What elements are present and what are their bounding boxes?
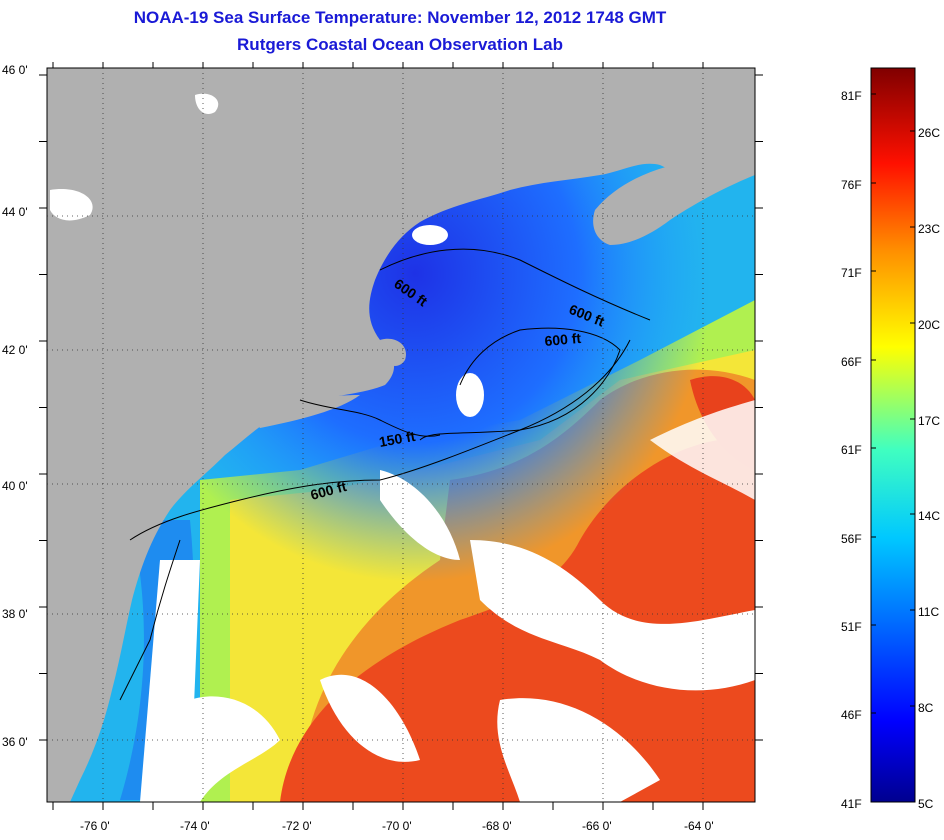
lon-tick-label: -72 0' [282,819,312,833]
longitude-axis: -76 0' -74 0' -72 0' -70 0' -68 0' -66 0… [80,819,714,833]
colorbar-f-label: 81F [841,89,862,103]
colorbar-f-label: 56F [841,532,862,546]
land-mass [47,68,755,802]
lat-tick-label: 46 0' [2,63,28,77]
contour-label: 150 ft [378,428,417,450]
lake [50,189,93,221]
lat-tick-label: 40 0' [2,479,28,493]
lon-tick-label: -74 0' [180,819,210,833]
map-subtitle: Rutgers Coastal Ocean Observation Lab [237,35,563,54]
colorbar-c-label: 8C [918,701,934,715]
lon-tick-label: -68 0' [482,819,512,833]
contour-georges [419,327,621,441]
colorbar: 81F 76F 71F 66F 61F 56F 51F 46F 41F 26C … [841,67,940,811]
lon-tick-label: -64 0' [684,819,714,833]
contour-600ft-gom [379,248,651,321]
colorbar-c-label: 11C [918,605,939,619]
colorbar-f-label: 41F [841,797,862,811]
georges-bank-cloud [456,373,484,417]
colorbar-f-label: 46F [841,708,862,722]
contour-150ft [299,399,441,437]
lat-tick-label: 44 0' [2,205,28,219]
cloud-mask [497,698,660,802]
cloud-patch [412,225,448,245]
cloud-mask [470,540,755,691]
lon-tick-label: -66 0' [582,819,612,833]
latitude-axis: 46 0' 44 0' 42 0' 40 0' 38 0' 36 0' [2,63,28,749]
lat-tick-label: 42 0' [2,343,28,357]
colorbar-c-label: 20C [918,318,940,332]
lake [195,93,219,115]
contour-label: 600 ft [544,330,582,349]
nova-scotia [593,150,755,245]
lat-tick-label: 36 0' [2,735,28,749]
map-frame [39,62,763,810]
colorbar-gradient [870,67,916,803]
colorbar-c-label: 17C [918,414,940,428]
map-imagery [47,68,755,802]
cloud-mask [180,696,280,802]
colorbar-f-label: 71F [841,266,862,280]
colorbar-c-label: 26C [918,126,940,140]
colorbar-f-label: 76F [841,178,862,192]
cloud-mask [380,470,460,560]
lon-tick-label: -70 0' [382,819,412,833]
lat-tick-label: 38 0' [2,607,28,621]
colorbar-f-label: 66F [841,355,862,369]
contour-600ft [129,339,631,541]
colorbar-c-label: 5C [918,797,934,811]
colorbar-c-label: 14C [918,509,940,523]
map-title: NOAA-19 Sea Surface Temperature: Novembe… [133,8,667,27]
lon-tick-label: -76 0' [80,819,110,833]
cape-cod [380,338,406,366]
colorbar-ticks [871,93,915,803]
long-island [250,395,360,428]
cloud-mask [650,400,755,500]
contour-slope [119,539,181,701]
colorbar-f-label: 51F [841,620,862,634]
map-border [46,67,756,803]
colorbar-c-label: 23C [918,222,940,236]
cloud-mask [320,674,420,762]
colorbar-f-label: 61F [841,443,862,457]
